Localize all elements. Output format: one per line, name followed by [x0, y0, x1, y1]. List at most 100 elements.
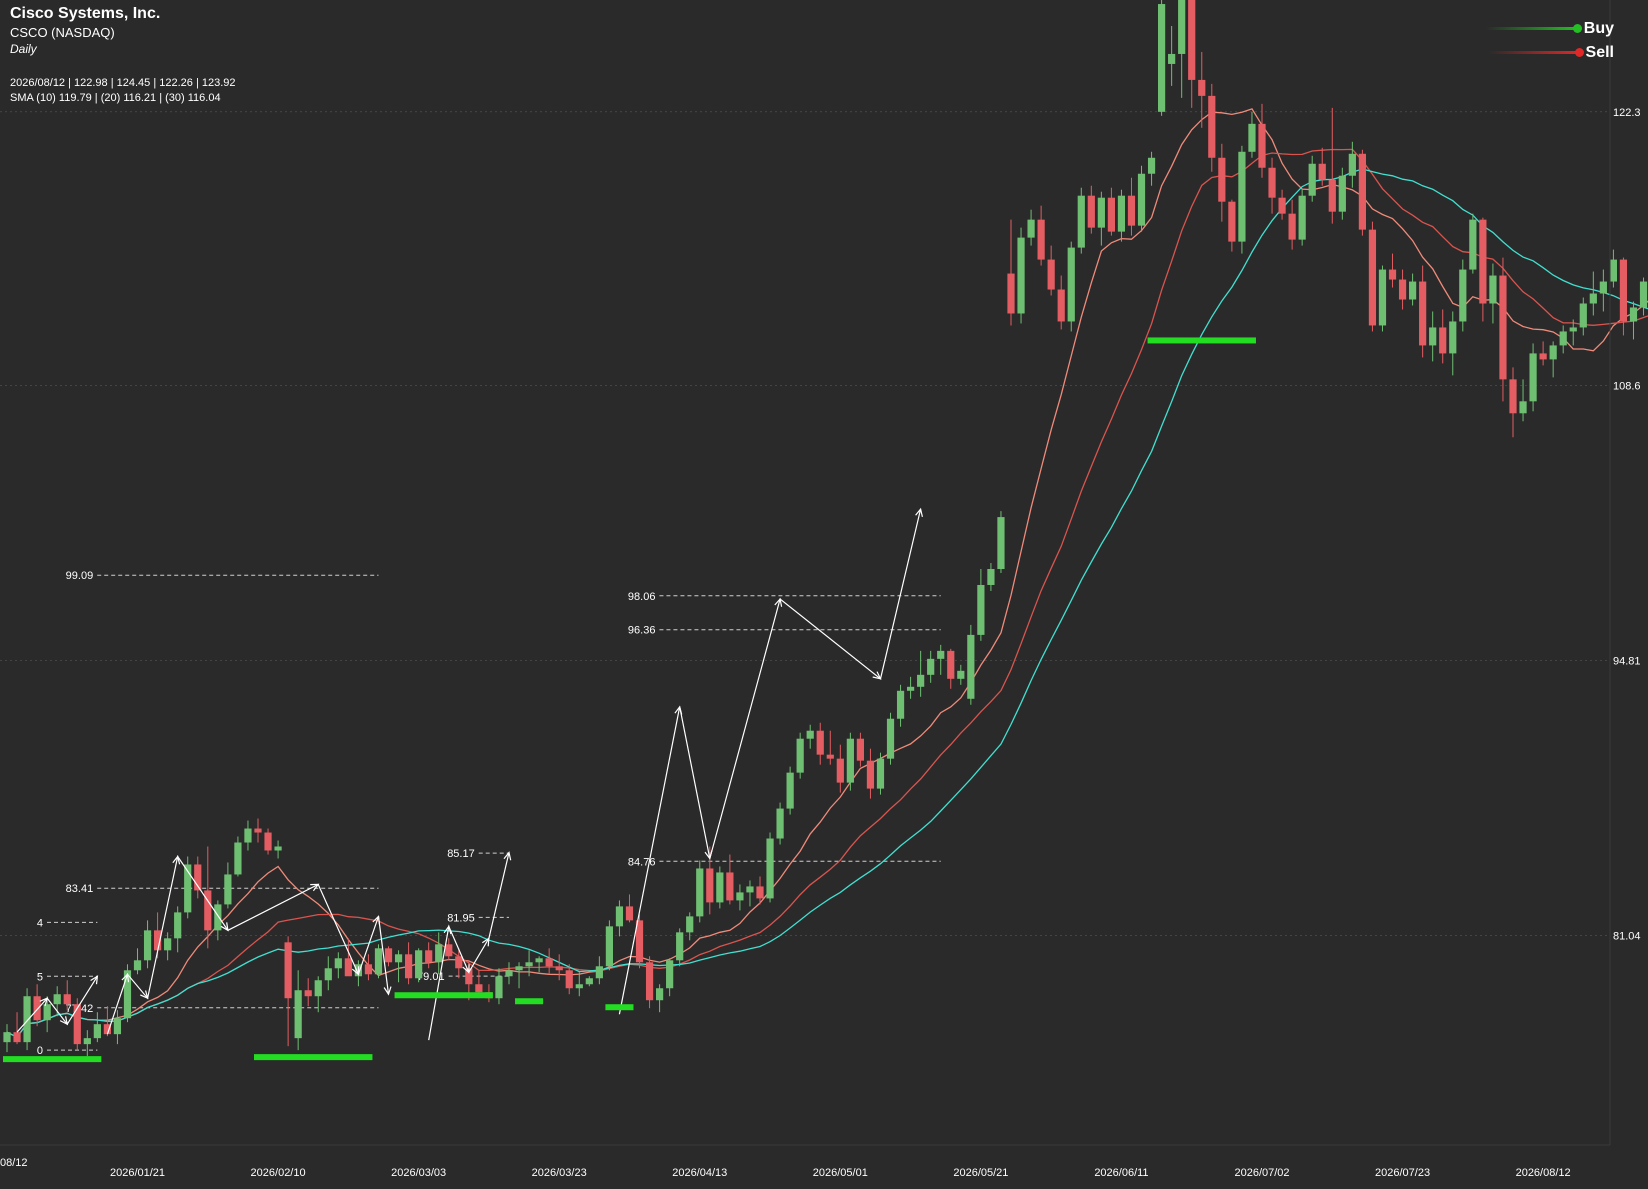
level-label: 79.01 [417, 971, 445, 983]
candle-body [194, 864, 202, 891]
candle-body [103, 1024, 111, 1035]
candle-body [1178, 0, 1186, 54]
candle-body [1218, 157, 1226, 202]
candle-up [1639, 277, 1648, 316]
candle-body [776, 808, 784, 839]
candle-up [957, 664, 965, 685]
candle-down [1318, 147, 1326, 186]
candle-down [1037, 205, 1045, 266]
candle-body [565, 970, 573, 989]
candle-down [73, 998, 81, 1051]
candle-body [1469, 219, 1477, 270]
candle-body [23, 996, 31, 1043]
candle-up [83, 1030, 91, 1057]
candle-down [826, 730, 834, 765]
zigzag-arrowhead [220, 922, 229, 932]
candle-body [796, 738, 804, 773]
sma-10-line [6, 108, 1648, 1039]
candle-up [234, 836, 242, 877]
candle-body [1419, 281, 1427, 346]
candle-body [1348, 153, 1356, 176]
candle-body [736, 892, 744, 901]
candle-down [856, 732, 864, 767]
candle-body [244, 828, 252, 843]
y-tick-label: 122.3 [1613, 107, 1641, 119]
level-label: 84.76 [628, 856, 656, 868]
candle-down [254, 818, 262, 843]
candle-body [625, 906, 634, 921]
candle-body [1057, 289, 1065, 322]
candle-down [364, 954, 373, 981]
candle-body [1137, 173, 1146, 226]
candle-body [876, 758, 885, 789]
candle-up [93, 1012, 101, 1043]
candle-body [806, 730, 814, 739]
candle-body [294, 990, 302, 1039]
candle-body [1248, 123, 1256, 152]
sma-30-line [6, 168, 1648, 1039]
y-tick-label: 108.6 [1613, 380, 1641, 392]
candle-up [143, 920, 152, 969]
candle-down [866, 748, 875, 799]
candle-body [696, 868, 704, 917]
y-tick-label: 94.81 [1613, 656, 1641, 668]
zigzag-path [16, 975, 98, 1033]
candle-body [1007, 273, 1015, 314]
candle-body [1439, 327, 1447, 354]
candle-up [967, 624, 975, 705]
zigzag-arrowhead [462, 964, 470, 974]
candle-body [1569, 327, 1577, 332]
x-tick-label: 2026/05/21 [953, 1167, 1008, 1179]
candle-body [394, 954, 403, 963]
candle-up [505, 962, 513, 985]
candle-body [1378, 269, 1387, 326]
candle-body [907, 686, 915, 691]
candle-down [425, 942, 433, 969]
grid-lines [0, 111, 1610, 936]
candle-down [13, 1012, 21, 1045]
candle-up [123, 964, 132, 1023]
candle-up [1449, 311, 1457, 376]
candle-up [214, 900, 222, 941]
candle-body [304, 990, 312, 997]
signal-bar-buy [515, 998, 544, 1005]
candle-body [1198, 79, 1206, 96]
candle-body [374, 948, 383, 975]
candle-body [515, 966, 523, 971]
candle-body [1609, 259, 1617, 282]
candle-body [1599, 281, 1607, 294]
candle-down [1278, 189, 1286, 220]
candle-up [43, 996, 51, 1033]
candle-body [997, 517, 1005, 570]
candle-body [1368, 229, 1377, 326]
candle-up [736, 884, 744, 911]
candle-down [1539, 341, 1547, 366]
candle-body [1459, 269, 1467, 322]
signal-bars [3, 337, 1256, 1063]
candle-body [364, 964, 373, 975]
candle-body [264, 832, 272, 851]
candle-up [1168, 26, 1176, 86]
candle-down [1328, 107, 1336, 224]
candle-body [143, 930, 152, 961]
candle-up [3, 1024, 11, 1053]
candle-body [525, 962, 533, 967]
legend-buy-dot [1572, 24, 1582, 34]
candle-body [204, 890, 212, 931]
candle-up [1117, 189, 1126, 242]
candle-body [113, 1018, 122, 1035]
candle-up [997, 511, 1005, 574]
candle-down [1258, 103, 1266, 178]
candle-up [786, 766, 794, 815]
candle-body [927, 658, 935, 675]
candle-body [284, 942, 292, 999]
ohlc-readout: 2026/08/12 | 122.98 | 124.45 | 122.26 | … [10, 77, 236, 89]
candle-up [415, 948, 423, 983]
candle-body [1489, 275, 1497, 304]
candle-up [876, 752, 885, 795]
candle-body [1278, 197, 1286, 214]
zigzag-arrowhead [140, 990, 149, 1000]
candle-up [1559, 325, 1567, 354]
